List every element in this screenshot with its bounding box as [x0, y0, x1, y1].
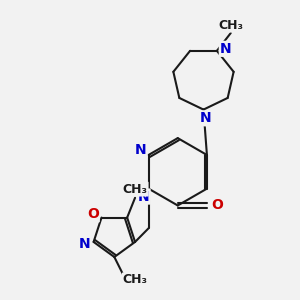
Text: CH₃: CH₃	[218, 19, 243, 32]
Text: N: N	[135, 143, 146, 157]
Text: O: O	[212, 199, 223, 212]
Text: N: N	[220, 42, 231, 56]
Text: O: O	[87, 207, 99, 221]
Text: N: N	[200, 111, 211, 125]
Text: N: N	[138, 190, 150, 204]
Text: CH₃: CH₃	[123, 274, 148, 286]
Text: N: N	[79, 237, 91, 251]
Text: CH₃: CH₃	[123, 182, 148, 196]
